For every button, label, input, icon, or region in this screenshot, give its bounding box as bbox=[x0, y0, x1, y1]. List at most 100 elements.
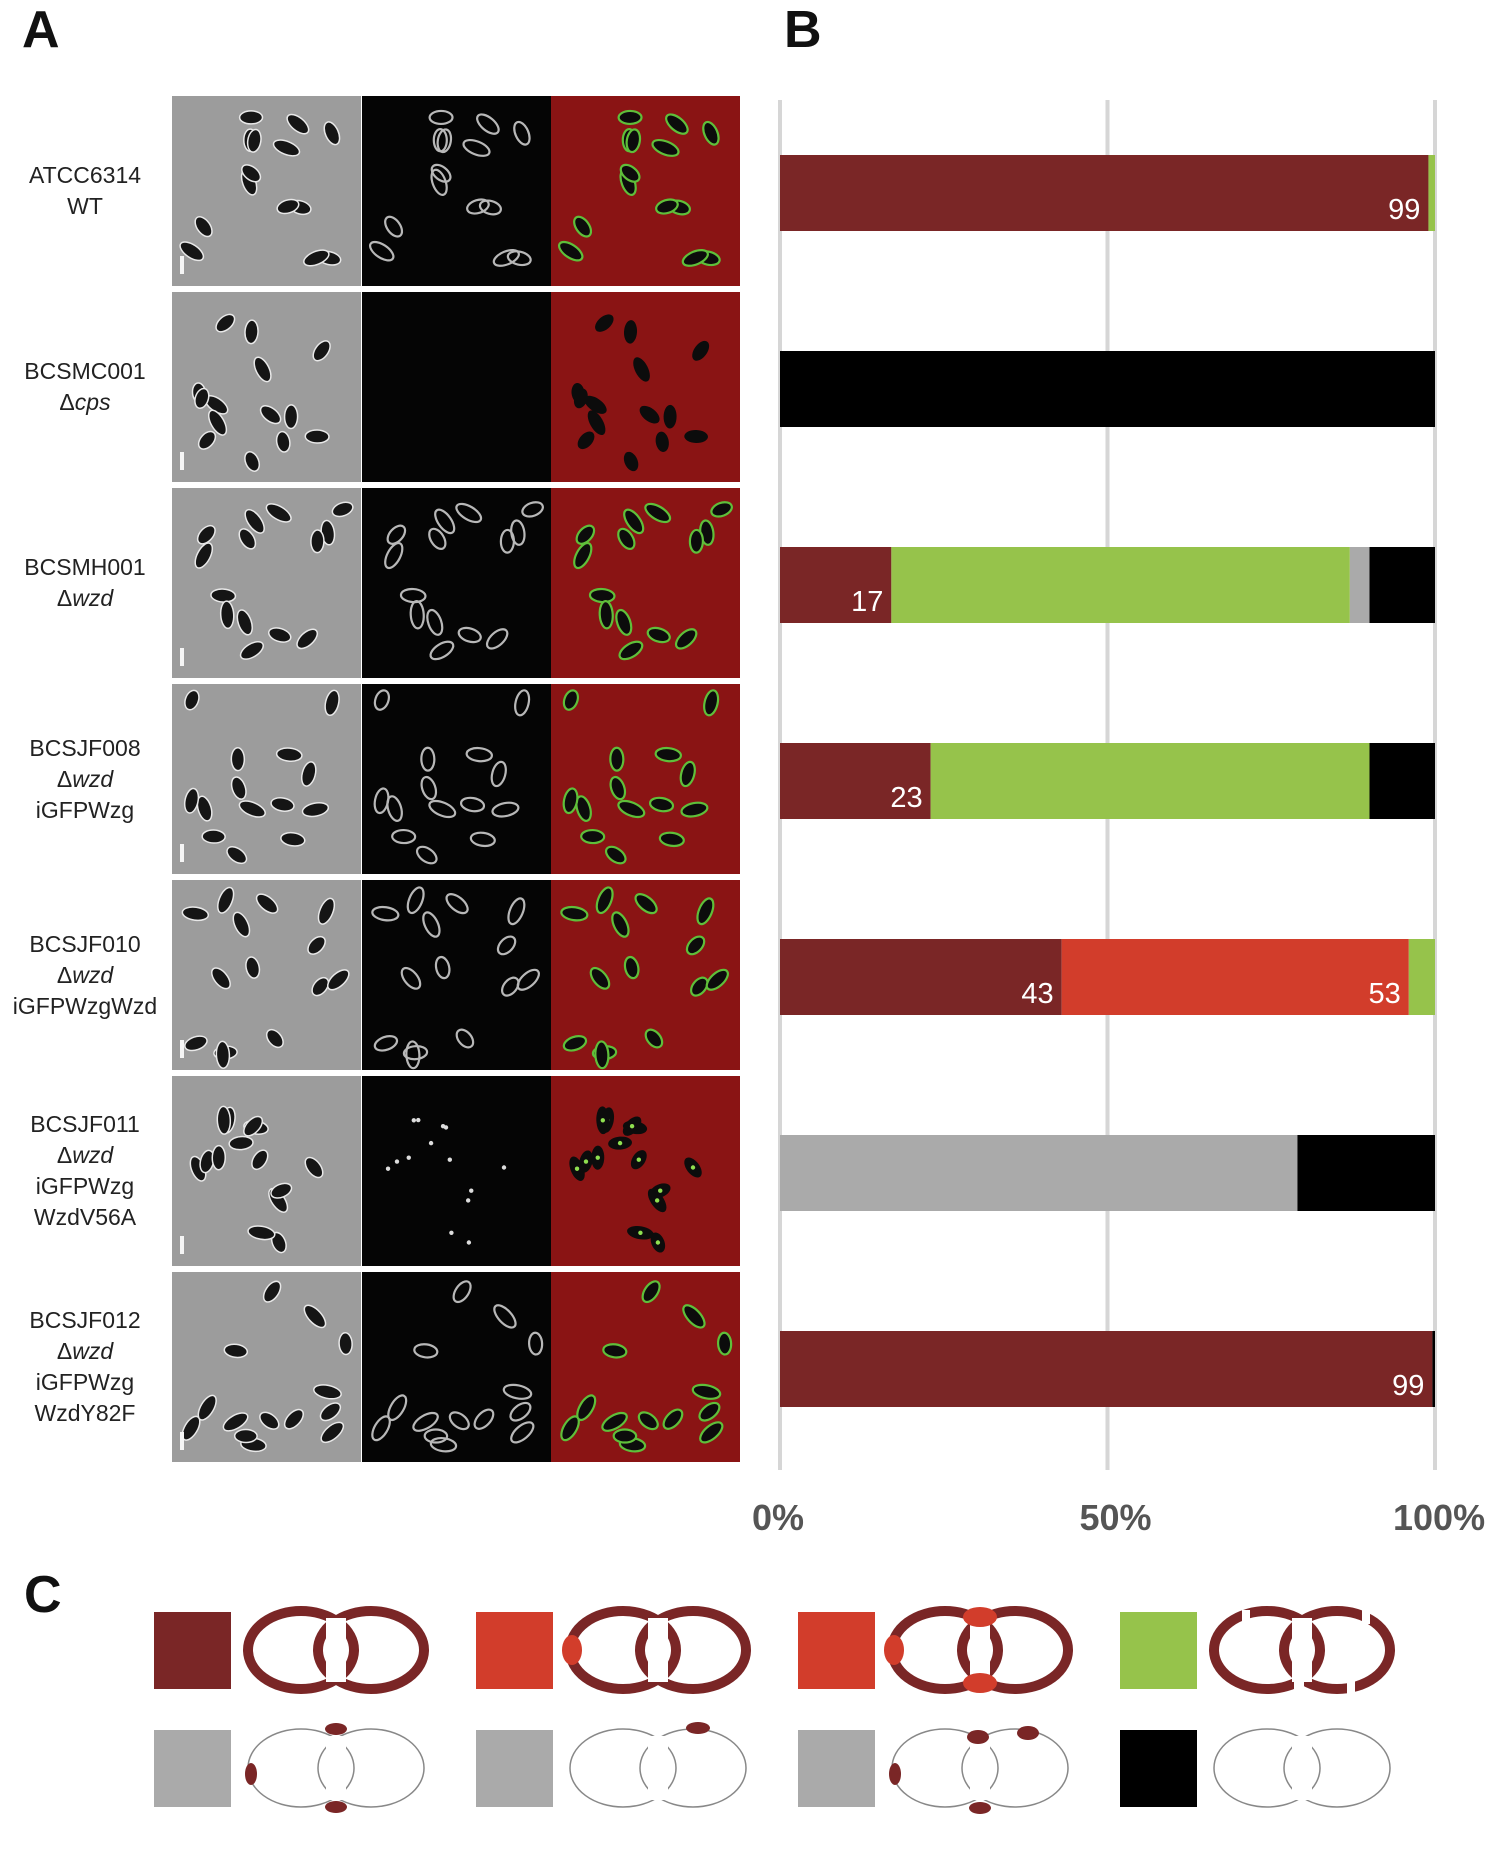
fluor-micrograph bbox=[361, 1272, 551, 1462]
phase-micrograph bbox=[172, 96, 361, 286]
bar-data-label: 23 bbox=[890, 782, 922, 814]
phase-micrograph bbox=[172, 1272, 361, 1462]
legend-item-full-capsule bbox=[154, 1606, 429, 1694]
scale-bar bbox=[180, 648, 184, 666]
legend-swatch bbox=[798, 1730, 875, 1807]
bar-segment bbox=[1432, 1331, 1435, 1407]
strain-name: BCSMH001 bbox=[24, 554, 146, 580]
merge-micrograph bbox=[551, 488, 740, 678]
strain-label-2: BCSMC001 Δcps bbox=[0, 356, 170, 418]
fluor-micrograph bbox=[361, 488, 551, 678]
phase-micrograph bbox=[172, 684, 361, 874]
legend-swatch bbox=[1120, 1730, 1197, 1807]
legend-item-single-focus bbox=[476, 1722, 747, 1808]
strain-label-4: BCSJF008 Δwzd iGFPWzg bbox=[0, 733, 170, 826]
scale-bar bbox=[180, 256, 184, 274]
bar-data-label: 17 bbox=[851, 586, 883, 618]
bar-segment bbox=[1369, 743, 1435, 819]
strain-label-3: BCSMH001 Δwzd bbox=[0, 552, 170, 614]
strain-name: BCSJF012 bbox=[29, 1307, 141, 1333]
merge-micrograph bbox=[551, 684, 740, 874]
fluor-micrograph bbox=[361, 96, 551, 286]
merge-micrograph bbox=[551, 880, 740, 1070]
bar-segment bbox=[780, 1135, 1298, 1211]
legend-swatch bbox=[476, 1612, 553, 1689]
legend-swatch bbox=[154, 1612, 231, 1689]
legend-item-capsule-pole-patch bbox=[476, 1606, 751, 1694]
legend-swatch bbox=[1120, 1612, 1197, 1689]
panel-label-c: C bbox=[24, 1566, 62, 1624]
bar-segment bbox=[891, 547, 1350, 623]
bar-data-label: 99 bbox=[1392, 1370, 1424, 1402]
legend-item-foci-pole-and-septum bbox=[154, 1723, 425, 1813]
bar-data-label: 99 bbox=[1388, 194, 1420, 226]
strain-name: BCSJF010 bbox=[29, 930, 141, 957]
micrograph-row-3 bbox=[172, 488, 740, 678]
bar-segment bbox=[780, 547, 892, 623]
scale-bar bbox=[180, 844, 184, 862]
bar-data-label: 53 bbox=[1369, 978, 1401, 1010]
x-tick-label: 100% bbox=[1393, 1497, 1486, 1538]
legend-swatch bbox=[154, 1730, 231, 1807]
bar-segment bbox=[930, 743, 1370, 819]
bar-segment bbox=[1428, 155, 1435, 231]
micrograph-row-2 bbox=[172, 292, 740, 482]
merge-micrograph bbox=[551, 292, 740, 482]
scale-bar bbox=[180, 1040, 184, 1058]
micrograph-row-7 bbox=[172, 1272, 740, 1462]
phase-micrograph bbox=[172, 488, 361, 678]
bar-data-label: 43 bbox=[1021, 978, 1053, 1010]
strain-genotype-line: Δwzd bbox=[56, 765, 114, 792]
bar-segment bbox=[1349, 547, 1370, 623]
strain-genotype-line: Δwzd bbox=[56, 585, 114, 611]
bar-segment bbox=[780, 351, 1435, 427]
legend-item-no-capsule bbox=[1120, 1728, 1391, 1808]
legend-swatch bbox=[476, 1730, 553, 1807]
fluor-micrograph bbox=[361, 684, 551, 874]
phase-micrograph bbox=[172, 292, 361, 482]
micrograph-row-5 bbox=[172, 880, 740, 1070]
scale-bar bbox=[180, 452, 184, 470]
strain-name: BCSMC001 bbox=[24, 358, 146, 384]
strain-genotype-line: iGFPWzg bbox=[35, 796, 135, 823]
bar-segment bbox=[1408, 939, 1435, 1015]
fluor-micrograph bbox=[361, 880, 551, 1070]
legend-panel-c bbox=[154, 1606, 1395, 1814]
fluor-micrograph bbox=[361, 1076, 551, 1266]
strain-genotype-line: Δcps bbox=[59, 389, 111, 415]
strain-genotype-line: iGFPWzg bbox=[35, 1173, 135, 1199]
bar-segment bbox=[780, 1331, 1433, 1407]
legend-item-multiple-foci bbox=[798, 1726, 1069, 1814]
stacked-bar-chart: 99 17 23 43 53 99 bbox=[778, 100, 1437, 1470]
legend-swatch bbox=[798, 1612, 875, 1689]
legend-item-capsule-with-gaps bbox=[1120, 1606, 1395, 1694]
phase-micrograph bbox=[172, 880, 361, 1070]
bar-segment bbox=[1297, 1135, 1435, 1211]
strain-label-6: BCSJF011 Δwzd iGFPWzg WzdV56A bbox=[0, 1109, 170, 1233]
strain-name: BCSJF011 bbox=[30, 1111, 140, 1137]
bar-segment bbox=[1061, 939, 1409, 1015]
micrograph-row-6 bbox=[172, 1076, 740, 1266]
bar-segment bbox=[780, 939, 1062, 1015]
phase-micrograph bbox=[172, 1076, 361, 1266]
x-tick-label: 50% bbox=[1079, 1497, 1152, 1538]
strain-genotype-line: iGFPWzgWzd bbox=[12, 992, 158, 1019]
bar-segment bbox=[780, 743, 931, 819]
strain-label-1: ATCC6314 WT bbox=[0, 160, 170, 222]
strain-genotype-line: Δwzd bbox=[56, 1142, 114, 1168]
micrograph-row-4 bbox=[172, 684, 740, 874]
merge-micrograph bbox=[551, 96, 740, 286]
bar-segment bbox=[780, 155, 1429, 231]
scale-bar bbox=[180, 1236, 184, 1254]
bar-segment bbox=[1369, 547, 1435, 623]
strain-label-5: BCSJF010 Δwzd iGFPWzgWzd bbox=[0, 929, 170, 1022]
strain-genotype-line: WzdV56A bbox=[33, 1204, 137, 1230]
strain-name: BCSJF008 bbox=[29, 734, 141, 761]
strain-genotype-line: Δwzd bbox=[56, 1338, 114, 1364]
strain-genotype-line: Δwzd bbox=[56, 961, 114, 988]
strain-name: ATCC6314 bbox=[28, 162, 142, 188]
legend-item-capsule-pole-and-septum-patches bbox=[798, 1606, 1073, 1694]
micrograph-row-1 bbox=[172, 96, 740, 286]
panel-label-a: A bbox=[22, 1, 60, 59]
strain-label-7: BCSJF012 Δwzd iGFPWzg WzdY82F bbox=[0, 1305, 170, 1429]
